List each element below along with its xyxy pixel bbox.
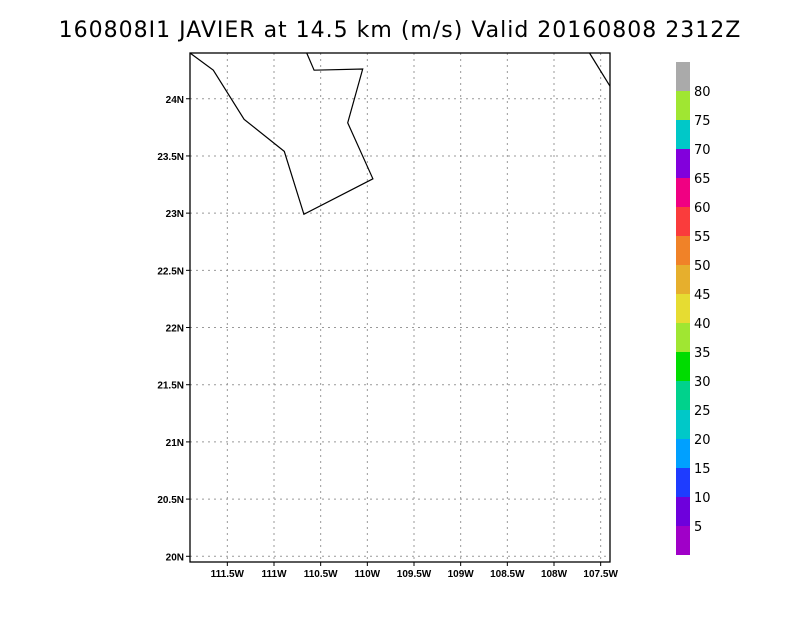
colorbar-segment xyxy=(676,207,690,236)
colorbar-segment xyxy=(676,120,690,149)
colorbar-segment xyxy=(676,439,690,468)
x-tick-label: 109W xyxy=(448,569,475,580)
map-title: 160808I1 JAVIER at 14.5 km (m/s) Valid 2… xyxy=(58,18,742,43)
y-tick-label: 21.5N xyxy=(157,381,184,392)
coastline xyxy=(189,52,374,216)
colorbar-label: 5 xyxy=(694,520,702,535)
colorbar-segment xyxy=(676,352,690,381)
y-tick-label: 21N xyxy=(166,438,184,449)
colorbar-segment xyxy=(676,323,690,352)
colorbar-segment xyxy=(676,178,690,207)
colorbar-label: 35 xyxy=(694,346,711,361)
colorbar-segment xyxy=(676,236,690,265)
colorbar-label: 65 xyxy=(694,172,711,187)
colorbar-segment xyxy=(676,149,690,178)
colorbar-label: 45 xyxy=(694,288,711,303)
map-frame xyxy=(189,52,611,563)
colorbar-segment xyxy=(676,468,690,497)
y-tick-label: 22N xyxy=(166,324,184,335)
colorbar-label: 60 xyxy=(694,201,711,216)
colorbar-label: 25 xyxy=(694,404,711,419)
colorbar-segment xyxy=(676,410,690,439)
colorbar-segment xyxy=(676,526,690,555)
colorbar-label: 10 xyxy=(694,491,711,506)
x-tick-label: 111W xyxy=(261,569,287,580)
x-tick-label: 109.5W xyxy=(397,569,432,580)
x-tick-label: 110W xyxy=(355,569,381,580)
x-tick-label: 111.5W xyxy=(211,569,245,580)
coastline xyxy=(588,52,611,87)
colorbar-label: 80 xyxy=(694,85,711,100)
colorbar-segment xyxy=(676,497,690,526)
colorbar-label: 30 xyxy=(694,375,711,390)
colorbar-label: 40 xyxy=(694,317,711,332)
colorbar-segment xyxy=(676,91,690,120)
coastline-layer xyxy=(189,52,611,216)
y-tick-label: 23N xyxy=(166,209,184,220)
colorbar-label: 50 xyxy=(694,259,711,274)
grid-layer xyxy=(190,53,610,562)
colorbar-label: 15 xyxy=(694,462,711,477)
y-tick-label: 23.5N xyxy=(157,152,184,163)
colorbar-label: 75 xyxy=(694,114,711,129)
x-tick-label: 107.5W xyxy=(583,569,618,580)
colorbar: 5 10 15 20 25 30 35 40 45 50 55 60 65 70 75 80 xyxy=(676,62,711,555)
colorbar-label: 55 xyxy=(694,230,711,245)
x-tick-label: 108.5W xyxy=(490,569,525,580)
x-tick-label: 110.5W xyxy=(304,569,338,580)
y-tick-label: 22.5N xyxy=(157,266,184,277)
colorbar-label: 20 xyxy=(694,433,711,448)
tick-layer: 111.5W 111W 110.5W 110W 109.5W 109W 108.5W 108W… xyxy=(157,95,618,580)
x-tick-label: 108W xyxy=(541,569,568,580)
colorbar-label: 70 xyxy=(694,143,711,158)
colorbar-segment xyxy=(676,265,690,294)
colorbar-segment xyxy=(676,294,690,323)
colorbar-segment xyxy=(676,381,690,410)
y-tick-label: 20.5N xyxy=(157,495,184,506)
y-tick-label: 20N xyxy=(166,552,184,563)
y-tick-label: 24N xyxy=(166,95,184,106)
colorbar-segment xyxy=(676,62,690,91)
